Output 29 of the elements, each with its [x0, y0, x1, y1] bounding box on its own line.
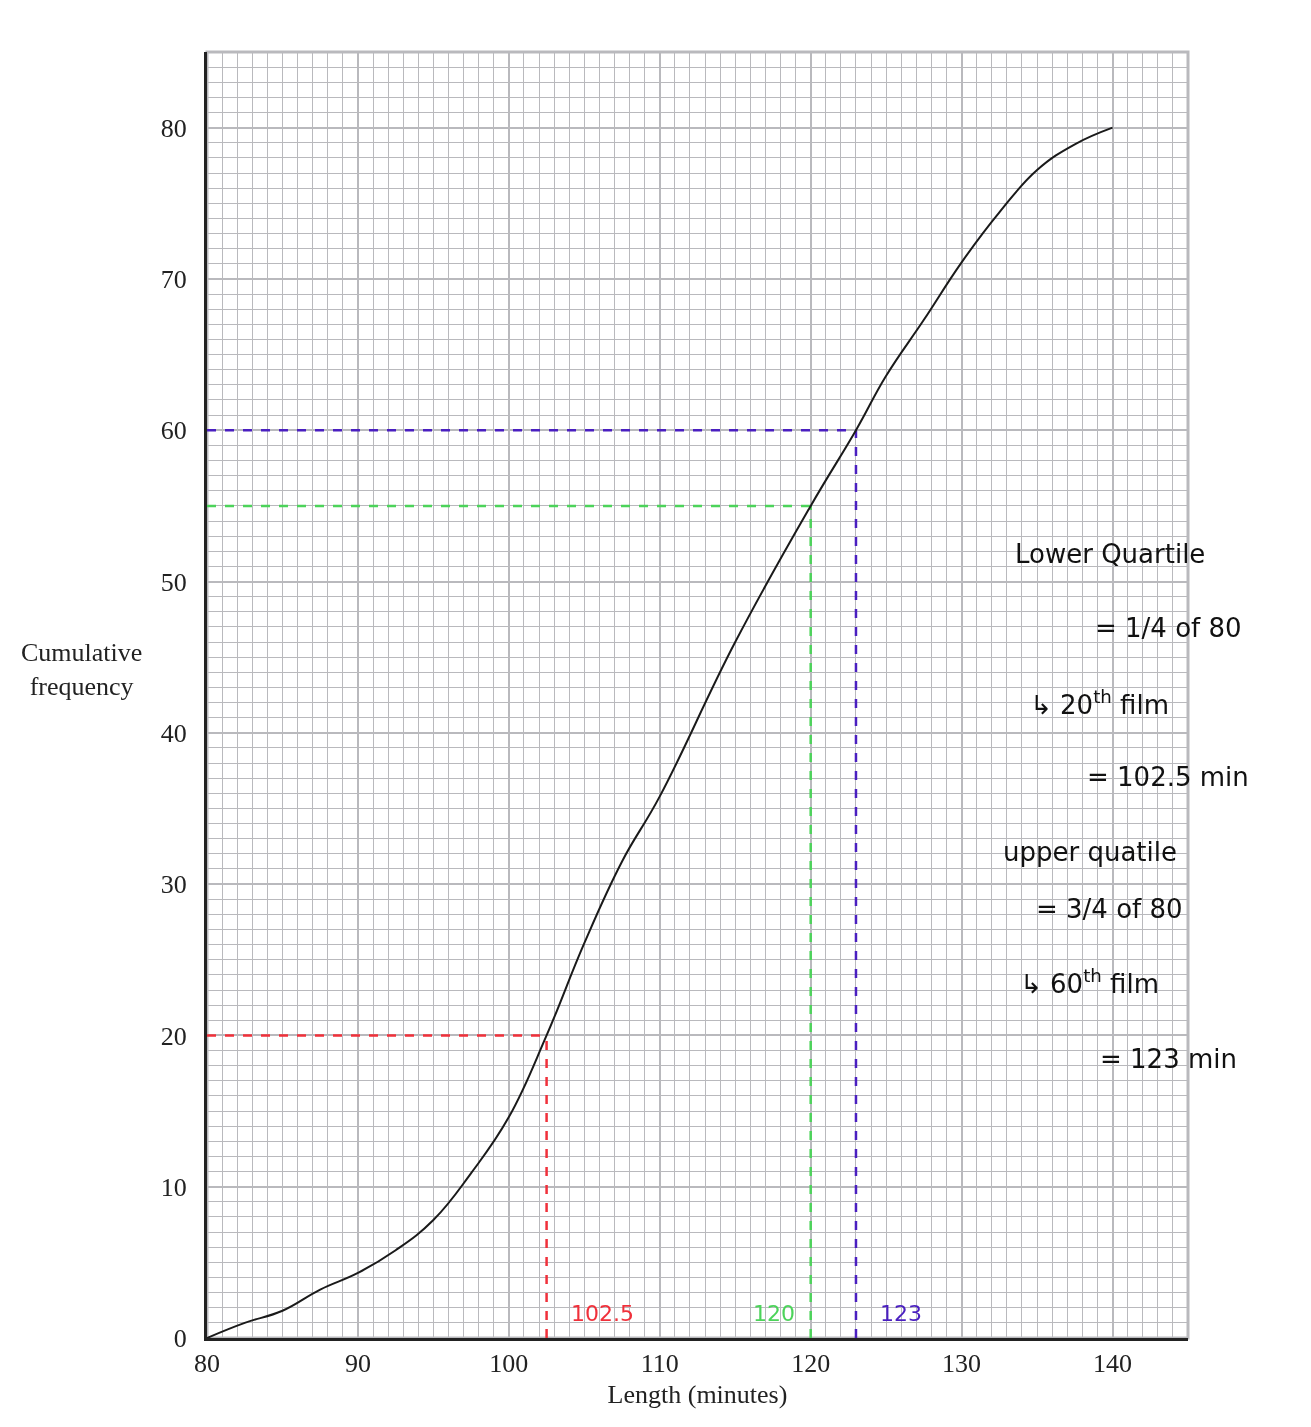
- x-tick-label: 90: [344, 1349, 371, 1379]
- x-tick-label: 130: [942, 1349, 982, 1379]
- x-tick-label: 140: [1093, 1349, 1133, 1379]
- y-tick-label: 10: [160, 1172, 187, 1202]
- annotation: = 1/4 of 80: [1095, 613, 1242, 643]
- x-tick-label: 120: [791, 1349, 831, 1379]
- y-tick-label: 50: [160, 567, 187, 597]
- y-tick-label: 0: [173, 1324, 187, 1354]
- y-tick-label: 80: [160, 113, 187, 143]
- x-tick-label: 110: [640, 1349, 679, 1379]
- y-tick-label: 60: [160, 416, 187, 446]
- annotation: Lower Quartile: [1015, 539, 1206, 569]
- ref-line-label: 123: [880, 1301, 922, 1326]
- ref-line-label: 120: [753, 1301, 795, 1326]
- annotation: ↳ 60$^{th}$ film: [1020, 965, 1160, 999]
- y-tick-label: 30: [160, 870, 187, 900]
- y-axis-title: Cumulative frequency: [21, 638, 143, 701]
- y-tick-label: 20: [160, 1021, 187, 1051]
- y-tick-label: 70: [160, 265, 187, 295]
- annotation: = 3/4 of 80: [1036, 894, 1183, 924]
- annotation: ↳ 20$^{th}$ film: [1030, 686, 1170, 720]
- x-tick-label: 80: [194, 1349, 220, 1379]
- y-tick-label: 40: [160, 718, 187, 748]
- annotation: upper quatile: [1003, 837, 1177, 867]
- annotation: = 102.5 min: [1087, 762, 1249, 792]
- annotation: = 123 min: [1100, 1044, 1237, 1074]
- x-axis-title: Length (minutes): [607, 1379, 788, 1409]
- ref-line-label: 102.5: [571, 1301, 634, 1326]
- x-tick-label: 100: [489, 1349, 529, 1379]
